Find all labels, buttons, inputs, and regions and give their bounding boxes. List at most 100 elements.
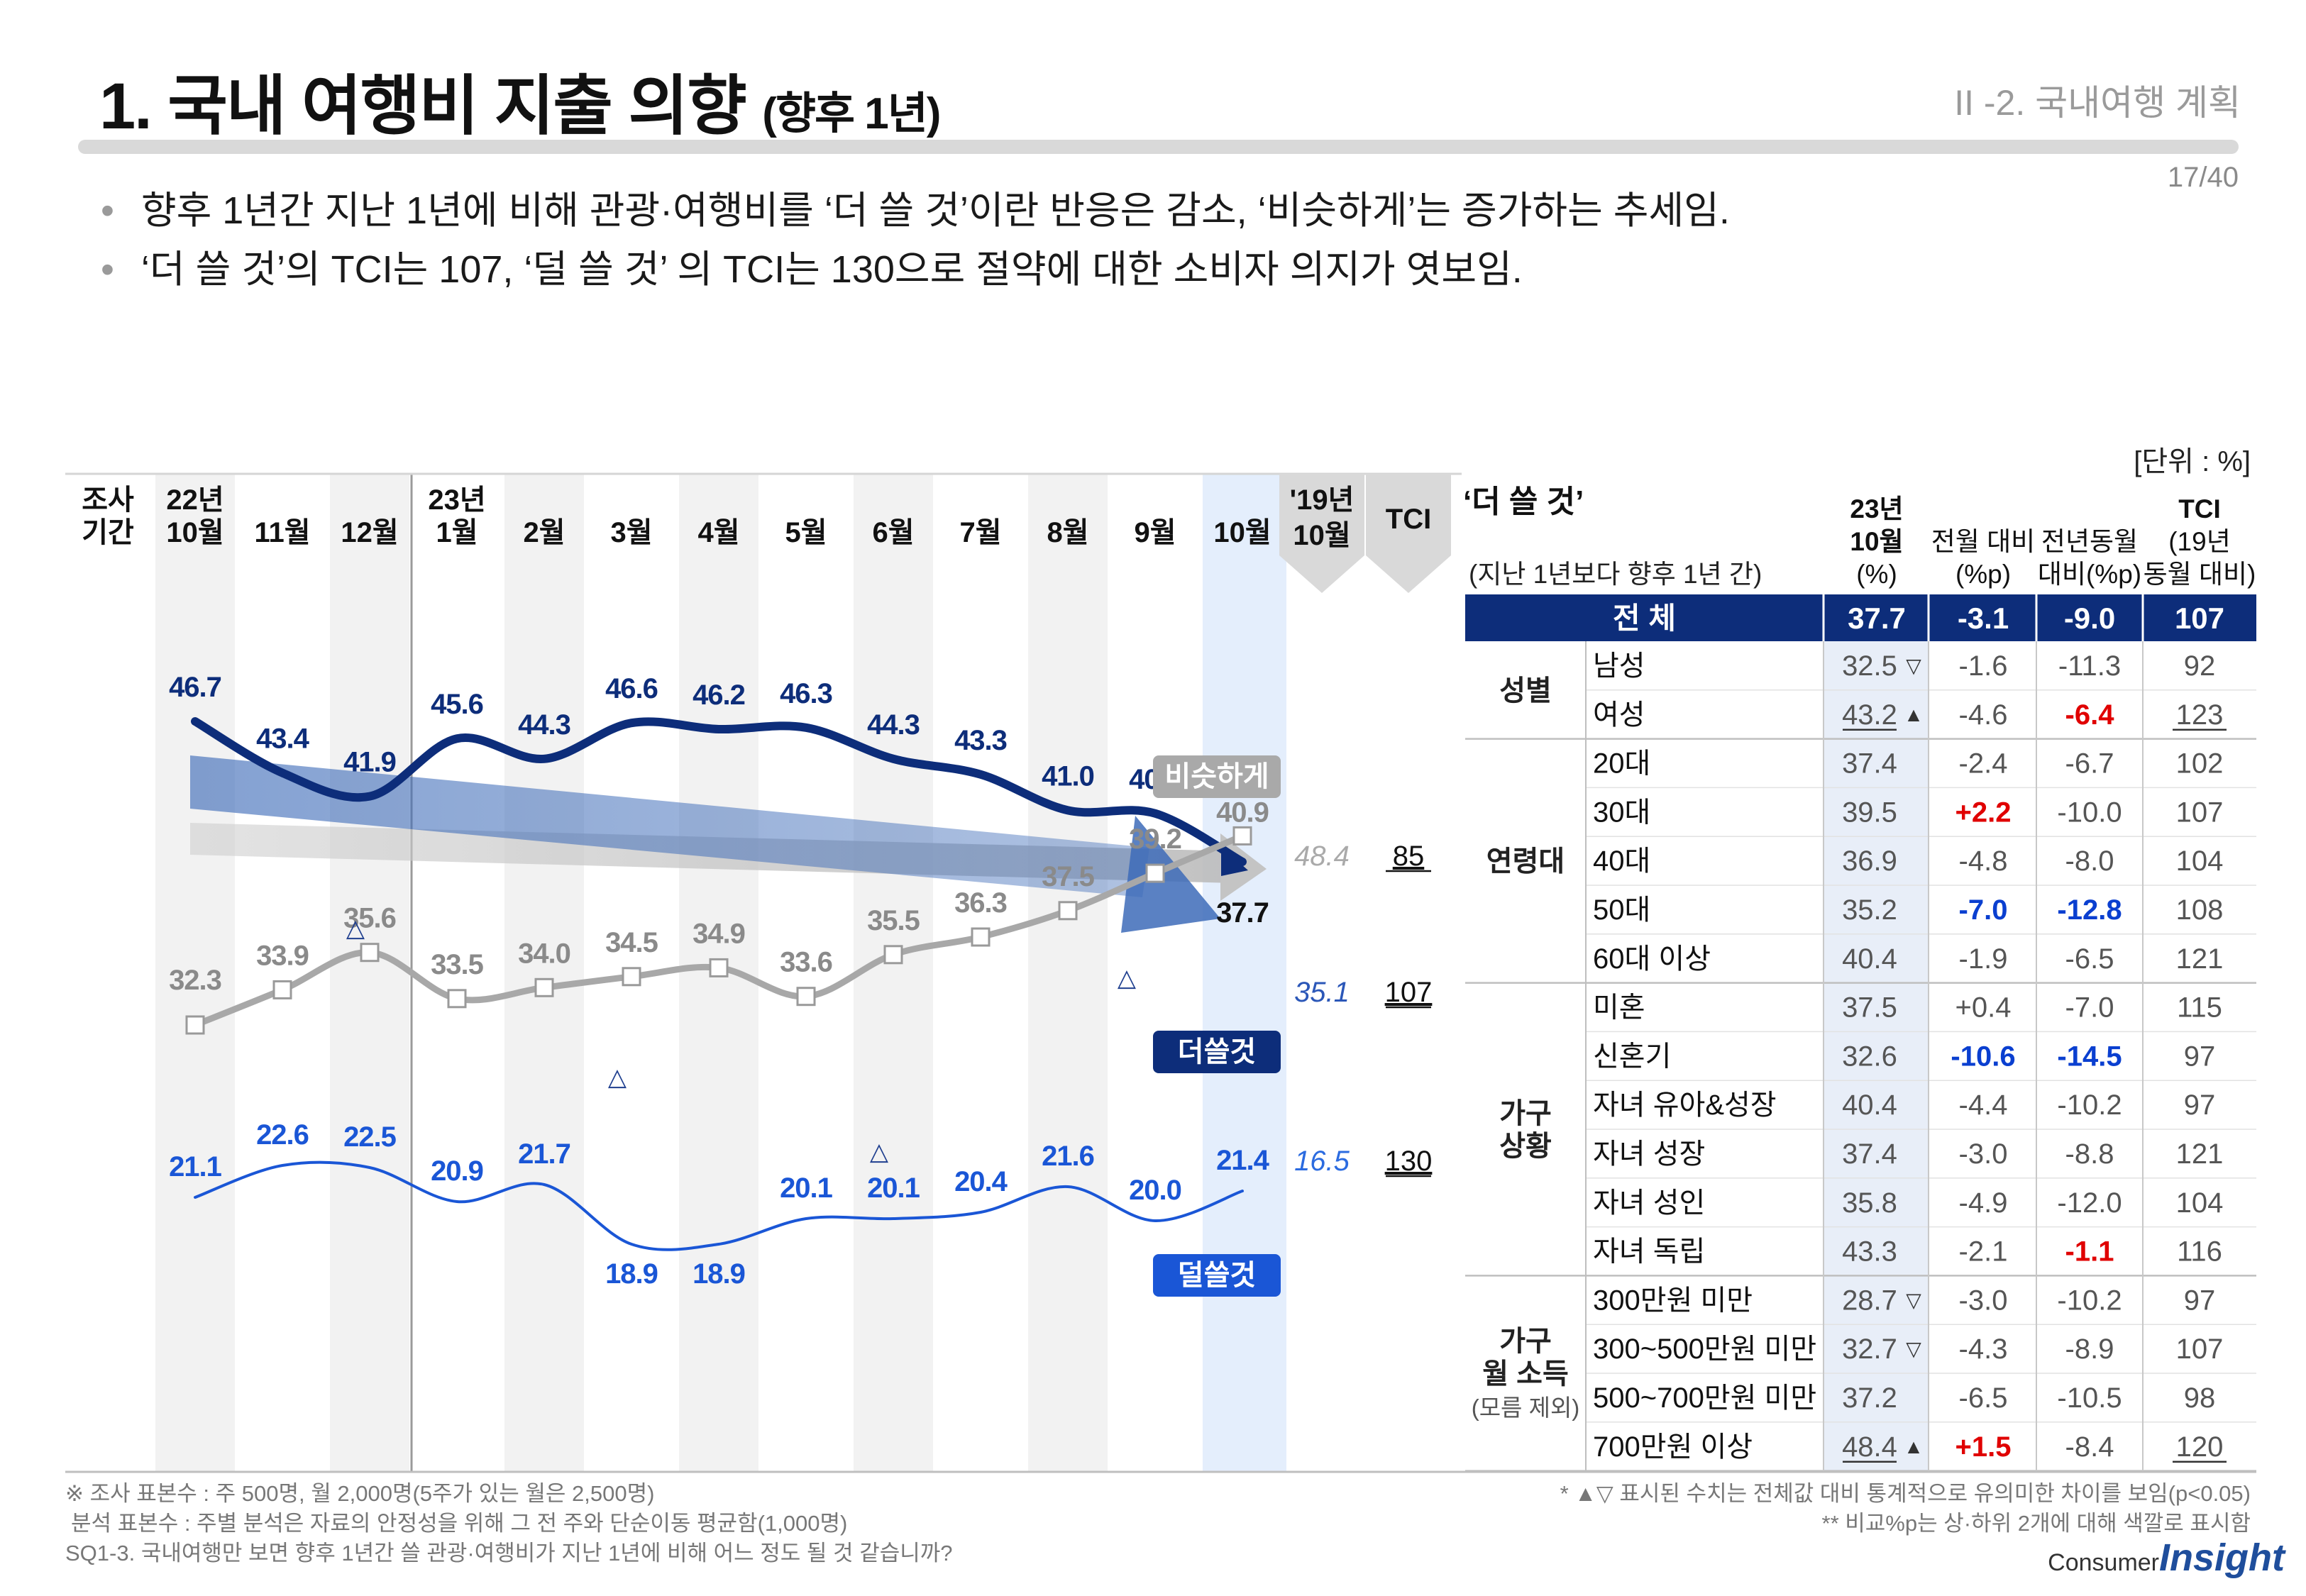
table-col-header: 동월 대비) <box>2144 560 2256 589</box>
data-point <box>709 958 729 977</box>
table-row-label: 자녀 유아&성장 <box>1593 1090 1777 1121</box>
month-header: 10월 <box>1213 517 1271 548</box>
trend-arrow-body-blue <box>190 755 1149 897</box>
table-cell: 40.4 <box>1842 943 1897 975</box>
table-cell: 92 <box>2184 650 2216 682</box>
bullet-dot-icon: • <box>101 189 114 232</box>
data-label-덜쓸것: 18.9 <box>605 1258 658 1290</box>
table-group-label: 성별 <box>1499 675 1552 706</box>
page-title: 1. 국내 여행비 지출 의향 (향후 1년) <box>99 53 941 148</box>
page-number: 17/40 <box>2167 162 2239 193</box>
table-cell: -12.8 <box>2057 894 2122 926</box>
table-group-note: (모름 제외) <box>1472 1395 1580 1421</box>
tci-value: 130 <box>1385 1146 1433 1177</box>
data-label-비슷하게: 33.9 <box>256 940 309 971</box>
data-point <box>1232 826 1252 846</box>
ref-2019-value: 35.1 <box>1294 977 1350 1008</box>
month-header: 3월 <box>610 517 652 548</box>
period-label-2: 기간 <box>82 517 134 548</box>
table-cell: 48.4 <box>1842 1431 1897 1463</box>
table-cell: 32.6 <box>1842 1041 1897 1072</box>
tci-header-chevron <box>1366 474 1451 593</box>
table-total-value: 107 <box>2175 602 2224 635</box>
table-row-label: 자녀 성인 <box>1593 1187 1705 1219</box>
tci-value: 85 <box>1393 841 1425 872</box>
table-cell: 116 <box>2177 1236 2222 1268</box>
table-cell: 115 <box>2177 992 2222 1024</box>
data-point <box>622 967 641 987</box>
table-row-label: 300~500만원 미만 <box>1593 1334 1816 1365</box>
series-tag-더쓸것 <box>1153 1031 1281 1073</box>
table-col-header: 대비(%p) <box>2038 560 2141 589</box>
table-cell: -7.0 <box>1959 894 2008 926</box>
table-row-label: 30대 <box>1593 797 1650 828</box>
table-cell: -6.5 <box>1959 1382 2008 1414</box>
month-header: 4월 <box>697 517 739 548</box>
data-label-덜쓸것: 21.7 <box>518 1138 570 1170</box>
column-band <box>854 474 933 1472</box>
table-group-label: 월 소득 <box>1482 1358 1569 1390</box>
table-cell: -10.5 <box>2057 1382 2122 1414</box>
bullet-1: • 향후 1년간 지난 1년에 비해 관광·여행비를 ‘더 쓸 것’이란 반응은 … <box>101 179 1730 235</box>
table-cell: -14.5 <box>2057 1041 2122 1072</box>
table-col-header: (%p) <box>1955 560 2011 589</box>
month-header: 11월 <box>254 517 310 548</box>
table-cell: 37.5 <box>1842 992 1897 1024</box>
month-header: 23년 <box>428 484 485 516</box>
table-cell: 32.7 <box>1842 1334 1897 1365</box>
table-sig-marker: ▲ <box>1904 1436 1924 1458</box>
data-point <box>272 980 292 999</box>
table-cell: -4.3 <box>1959 1334 2008 1365</box>
significance-marker: △ <box>1118 965 1137 992</box>
table-cell: 108 <box>2176 894 2224 926</box>
table-col-header: 10월 <box>1850 527 1903 556</box>
table-cell: 97 <box>2184 1285 2216 1316</box>
title-sub: (향후 1년) <box>762 89 941 138</box>
table-cell: 36.9 <box>1842 846 1897 877</box>
data-label-더쓸것: 44.3 <box>518 709 570 741</box>
series-tag-덜쓸것 <box>1153 1254 1281 1297</box>
data-label-더쓸것: 44.3 <box>867 709 920 741</box>
table-row-label: 여성 <box>1593 699 1645 731</box>
table-row-label: 신혼기 <box>1593 1041 1671 1072</box>
table-cell: -11.3 <box>2058 650 2121 682</box>
table-row-label: 자녀 독립 <box>1593 1236 1705 1268</box>
table-row-label: 20대 <box>1593 748 1650 780</box>
data-point <box>1058 901 1078 921</box>
month-header: 8월 <box>1047 517 1088 548</box>
table-col-header: 23년 <box>1850 494 1903 523</box>
table-cell: -1.9 <box>1959 943 2008 975</box>
table-cell: -6.7 <box>2065 748 2114 780</box>
data-label-비슷하게: 37.5 <box>1042 861 1095 892</box>
month-header: 6월 <box>872 517 914 548</box>
table-cell: 97 <box>2184 1041 2216 1072</box>
data-label-비슷하게: 36.3 <box>954 887 1007 919</box>
series-line-더쓸것 <box>191 717 1247 866</box>
table-cell: 102 <box>2176 748 2224 780</box>
data-label-비슷하게: 40.9 <box>1216 797 1269 828</box>
footnote-color: ** 비교%p는 상·하위 2개에 대해 색깔로 표시함 <box>1821 1511 2251 1536</box>
table-row-label: 자녀 성장 <box>1593 1138 1705 1170</box>
table-sig-marker: ▽ <box>1906 655 1921 677</box>
ref-header-2: 10월 <box>1293 520 1350 551</box>
data-label-비슷하게: 35.6 <box>343 903 396 934</box>
period-label-1: 조사 <box>82 484 134 516</box>
table-col-header: (19년 <box>2168 527 2231 556</box>
table-cell: +2.2 <box>1955 797 2012 828</box>
column-band <box>1028 474 1108 1472</box>
table-cell: 121 <box>2176 1138 2224 1170</box>
table-cell: 107 <box>2176 797 2224 828</box>
table-cell: -2.4 <box>1959 748 2008 780</box>
table-cell: -7.0 <box>2065 992 2114 1024</box>
brand-small: Consumer <box>2048 1549 2160 1576</box>
data-label-비슷하게: 34.5 <box>605 927 658 958</box>
table-cell: -1.1 <box>2065 1236 2114 1268</box>
table-row-label: 남성 <box>1593 650 1645 682</box>
section-label: II -2. 국내여행 계획 <box>1954 83 2241 123</box>
title-divider <box>78 140 2239 154</box>
table-cell: -10.2 <box>2057 1285 2122 1316</box>
bullet-text: ‘더 쓸 것’의 TCI는 107, ‘덜 쓸 것’ 의 TCI는 130으로 … <box>140 248 1523 291</box>
data-label-덜쓸것: 20.1 <box>867 1173 920 1204</box>
month-header: 10월 <box>166 517 224 548</box>
